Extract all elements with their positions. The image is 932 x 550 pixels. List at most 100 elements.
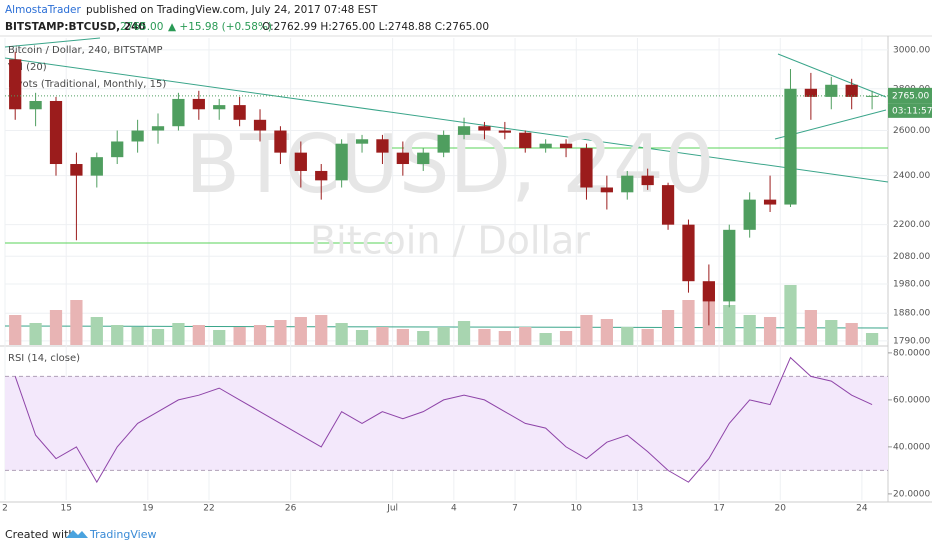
volume-bar — [498, 331, 511, 345]
trend-line — [4, 37, 101, 48]
volume-bar — [723, 305, 736, 345]
candle-body — [172, 98, 185, 127]
volume-bar — [682, 300, 695, 345]
candle-body — [233, 105, 246, 120]
volume-bar — [825, 320, 838, 345]
volume-bar — [131, 327, 144, 345]
candle-body — [784, 88, 797, 205]
y-tick-label: 20.0000 — [893, 489, 930, 499]
logo — [66, 530, 88, 538]
candle-body — [763, 199, 777, 205]
volume-bar — [457, 321, 471, 345]
x-tick-label: 4 — [451, 504, 457, 514]
volume-bar — [70, 300, 83, 345]
volume-bar — [580, 315, 593, 345]
volume-bar — [213, 330, 226, 345]
candle-body — [131, 130, 144, 142]
volume-bar — [192, 325, 205, 345]
volume-bar — [355, 330, 369, 345]
candle-body — [90, 157, 103, 176]
candle-body — [315, 170, 328, 181]
x-tick-label: 26 — [285, 504, 297, 514]
volume-bar — [294, 317, 307, 345]
volume-bar — [559, 331, 573, 345]
candle-body — [682, 224, 695, 282]
candle-body — [845, 84, 858, 97]
volume-bar — [151, 329, 165, 345]
author[interactable]: AlmostaTrader — [5, 4, 82, 16]
y-tick-label: 2200.00 — [893, 220, 930, 230]
candle-body — [213, 105, 226, 110]
x-tick-label: 10 — [571, 504, 583, 514]
trend-line — [4, 57, 889, 183]
candle-body — [641, 175, 654, 186]
volume-bar — [111, 325, 124, 345]
candle-body — [417, 152, 430, 165]
y-tick-label: 3000.00 — [893, 45, 930, 55]
y-tick-label: 60.0000 — [893, 395, 930, 405]
series-legend: Bitcoin / Dollar, 240, BITSTAMP — [8, 45, 163, 56]
candle-body — [865, 95, 879, 97]
candle-body — [192, 98, 205, 110]
rsi-legend: RSI (14, close) — [8, 353, 80, 364]
published-note: published on TradingView.com, July 24, 2… — [86, 4, 378, 16]
volume-bar — [865, 333, 879, 345]
footer-brand[interactable]: TradingView — [89, 528, 156, 541]
volume-bar — [804, 310, 818, 345]
y-tick-label: 1880.00 — [893, 309, 930, 319]
rsi-band — [5, 376, 888, 471]
candle-body — [600, 187, 613, 193]
volume-bar — [478, 329, 491, 345]
volume-bar — [172, 323, 185, 345]
countdown-label: 03:11:57 — [892, 106, 932, 116]
x-tick-label: 19 — [142, 504, 154, 514]
candle-body — [559, 143, 573, 149]
countdown-box — [888, 103, 932, 118]
candle-body — [539, 143, 552, 149]
volume-bar — [621, 327, 634, 345]
volume-bar — [519, 327, 532, 345]
y-tick-label: 80.0000 — [893, 348, 930, 358]
triangle-line — [777, 53, 887, 98]
x-tick-label: 17 — [713, 504, 724, 514]
x-tick-label: 22 — [203, 504, 214, 514]
candle-body — [151, 126, 165, 131]
y-tick-label: 1980.00 — [893, 280, 930, 290]
last-price-label: 2765.00 — [892, 91, 929, 101]
volume-bar — [274, 320, 287, 345]
ohlc: O:2762.99 H:2765.00 L:2748.88 C:2765.00 — [262, 21, 489, 33]
last-price: 2765.00 — [120, 21, 163, 33]
volume-bar — [315, 315, 328, 345]
volume-bar — [600, 319, 613, 345]
candle-body — [396, 152, 409, 165]
watermark-subtitle: Bitcoin / Dollar — [310, 219, 590, 263]
volume-bar — [539, 333, 552, 345]
rsi-line — [14, 356, 873, 484]
volume-bar — [845, 323, 858, 345]
volume-bar — [784, 285, 797, 345]
indicator-legend: Vol (20) — [8, 62, 47, 73]
x-tick-label: 7 — [512, 504, 518, 514]
candle-body — [335, 143, 348, 181]
volume-bar — [9, 315, 22, 345]
x-tick-label: 2 — [2, 504, 8, 514]
volume-bar — [743, 315, 756, 345]
candle-body — [743, 199, 756, 230]
candle-body — [70, 164, 83, 176]
volume-bar — [335, 323, 348, 345]
y-tick-label: 40.0000 — [893, 442, 930, 452]
y-tick-label: 2600.00 — [893, 126, 930, 136]
volume-bar — [641, 329, 654, 345]
symbol: BITSTAMP:BTCUSD, 240 — [5, 21, 146, 33]
x-tick-label: Jul — [386, 504, 398, 514]
candle-body — [437, 134, 450, 153]
x-tick-label: 15 — [60, 504, 71, 514]
candle-body — [478, 126, 491, 131]
candle-body — [723, 229, 736, 302]
volume-bar — [661, 310, 675, 345]
volume-bar — [437, 327, 450, 345]
background-layer — [4, 38, 888, 500]
watermark: BTCUSD, 240 — [185, 118, 714, 211]
change: ▲ +15.98 (+0.58%) — [168, 21, 272, 33]
